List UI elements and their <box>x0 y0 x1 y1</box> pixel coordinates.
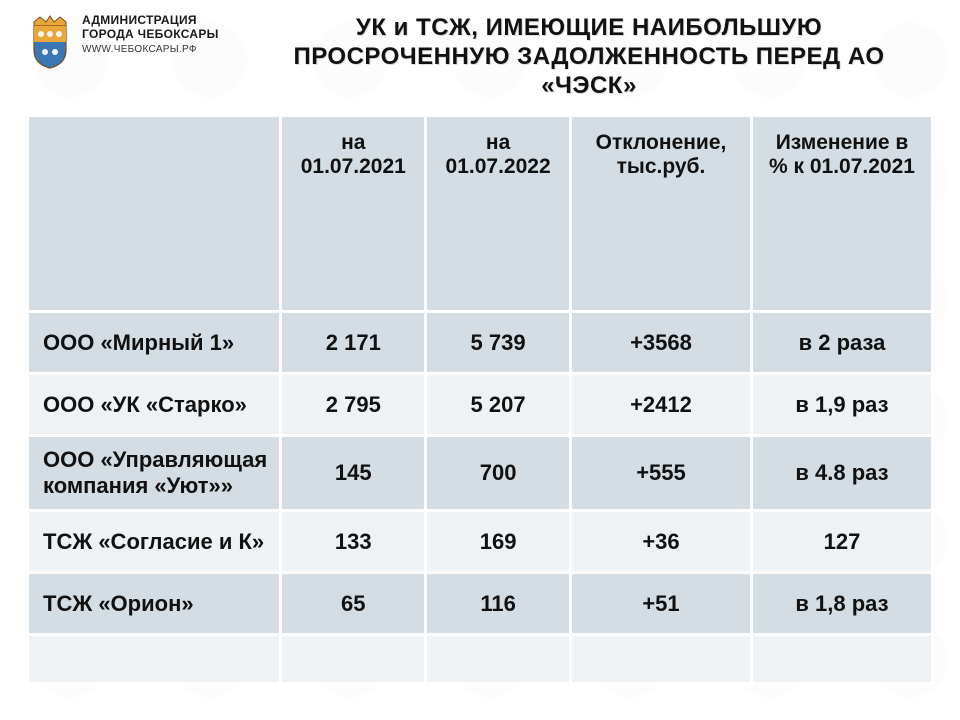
col-header-4: Изменение в % к 01.07.2021 <box>751 116 932 312</box>
row-value: 5 207 <box>426 374 571 436</box>
row-value: в 1,8 раз <box>751 573 932 635</box>
row-value: +2412 <box>570 374 751 436</box>
row-value: в 1,9 раз <box>751 374 932 436</box>
row-name: ООО «УК «Старко» <box>28 374 281 436</box>
empty-cell <box>28 635 281 684</box>
debt-table-container: на 01.07.2021на 01.07.2022Отклонение, ты… <box>26 114 934 685</box>
row-value: в 2 раза <box>751 312 932 374</box>
header: АДМИНИСТРАЦИЯ ГОРОДА ЧЕБОКСАРЫ WWW.ЧЕБОК… <box>26 14 934 100</box>
col-header-1: на 01.07.2021 <box>281 116 426 312</box>
logo-line1: АДМИНИСТРАЦИЯ <box>82 14 219 28</box>
logo-block: АДМИНИСТРАЦИЯ ГОРОДА ЧЕБОКСАРЫ WWW.ЧЕБОК… <box>26 14 256 70</box>
table-body: ООО «Мирный 1»2 1715 739+3568в 2 разаООО… <box>28 312 933 684</box>
row-value: 5 739 <box>426 312 571 374</box>
row-value: 2 795 <box>281 374 426 436</box>
col-header-0 <box>28 116 281 312</box>
table-header-row: на 01.07.2021на 01.07.2022Отклонение, ты… <box>28 116 933 312</box>
city-emblem-icon <box>26 14 74 70</box>
col-header-3: Отклонение, тыс.руб. <box>570 116 751 312</box>
row-value: +3568 <box>570 312 751 374</box>
logo-line2: ГОРОДА ЧЕБОКСАРЫ <box>82 28 219 42</box>
table-row: ТСЖ «Орион»65116+51в 1,8 раз <box>28 573 933 635</box>
debt-table: на 01.07.2021на 01.07.2022Отклонение, ты… <box>26 114 934 685</box>
row-name: ТСЖ «Согласие и К» <box>28 511 281 573</box>
row-value: в 4.8 раз <box>751 436 932 511</box>
table-row: ООО «Мирный 1»2 1715 739+3568в 2 раза <box>28 312 933 374</box>
logo-text: АДМИНИСТРАЦИЯ ГОРОДА ЧЕБОКСАРЫ WWW.ЧЕБОК… <box>82 14 219 55</box>
row-name: ООО «Управляющая компания «Уют»» <box>28 436 281 511</box>
row-value: 145 <box>281 436 426 511</box>
row-value: 127 <box>751 511 932 573</box>
slide-page: АДМИНИСТРАЦИЯ ГОРОДА ЧЕБОКСАРЫ WWW.ЧЕБОК… <box>0 0 960 685</box>
logo-site: WWW.ЧЕБОКСАРЫ.РФ <box>82 44 219 56</box>
table-row: ООО «УК «Старко»2 7955 207+2412в 1,9 раз <box>28 374 933 436</box>
table-row: ТСЖ «Согласие и К»133169+36127 <box>28 511 933 573</box>
row-name: ТСЖ «Орион» <box>28 573 281 635</box>
row-value: 700 <box>426 436 571 511</box>
row-value: 2 171 <box>281 312 426 374</box>
row-value: 169 <box>426 511 571 573</box>
empty-cell <box>281 635 426 684</box>
table-row-empty <box>28 635 933 684</box>
row-value: 116 <box>426 573 571 635</box>
row-value: 133 <box>281 511 426 573</box>
row-value: +555 <box>570 436 751 511</box>
col-header-2: на 01.07.2022 <box>426 116 571 312</box>
row-value: 65 <box>281 573 426 635</box>
page-title: УК и ТСЖ, ИМЕЮЩИЕ НАИБОЛЬШУЮ ПРОСРОЧЕННУ… <box>274 14 934 100</box>
empty-cell <box>570 635 751 684</box>
row-name: ООО «Мирный 1» <box>28 312 281 374</box>
empty-cell <box>751 635 932 684</box>
row-value: +51 <box>570 573 751 635</box>
table-row: ООО «Управляющая компания «Уют»»145700+5… <box>28 436 933 511</box>
row-value: +36 <box>570 511 751 573</box>
empty-cell <box>426 635 571 684</box>
